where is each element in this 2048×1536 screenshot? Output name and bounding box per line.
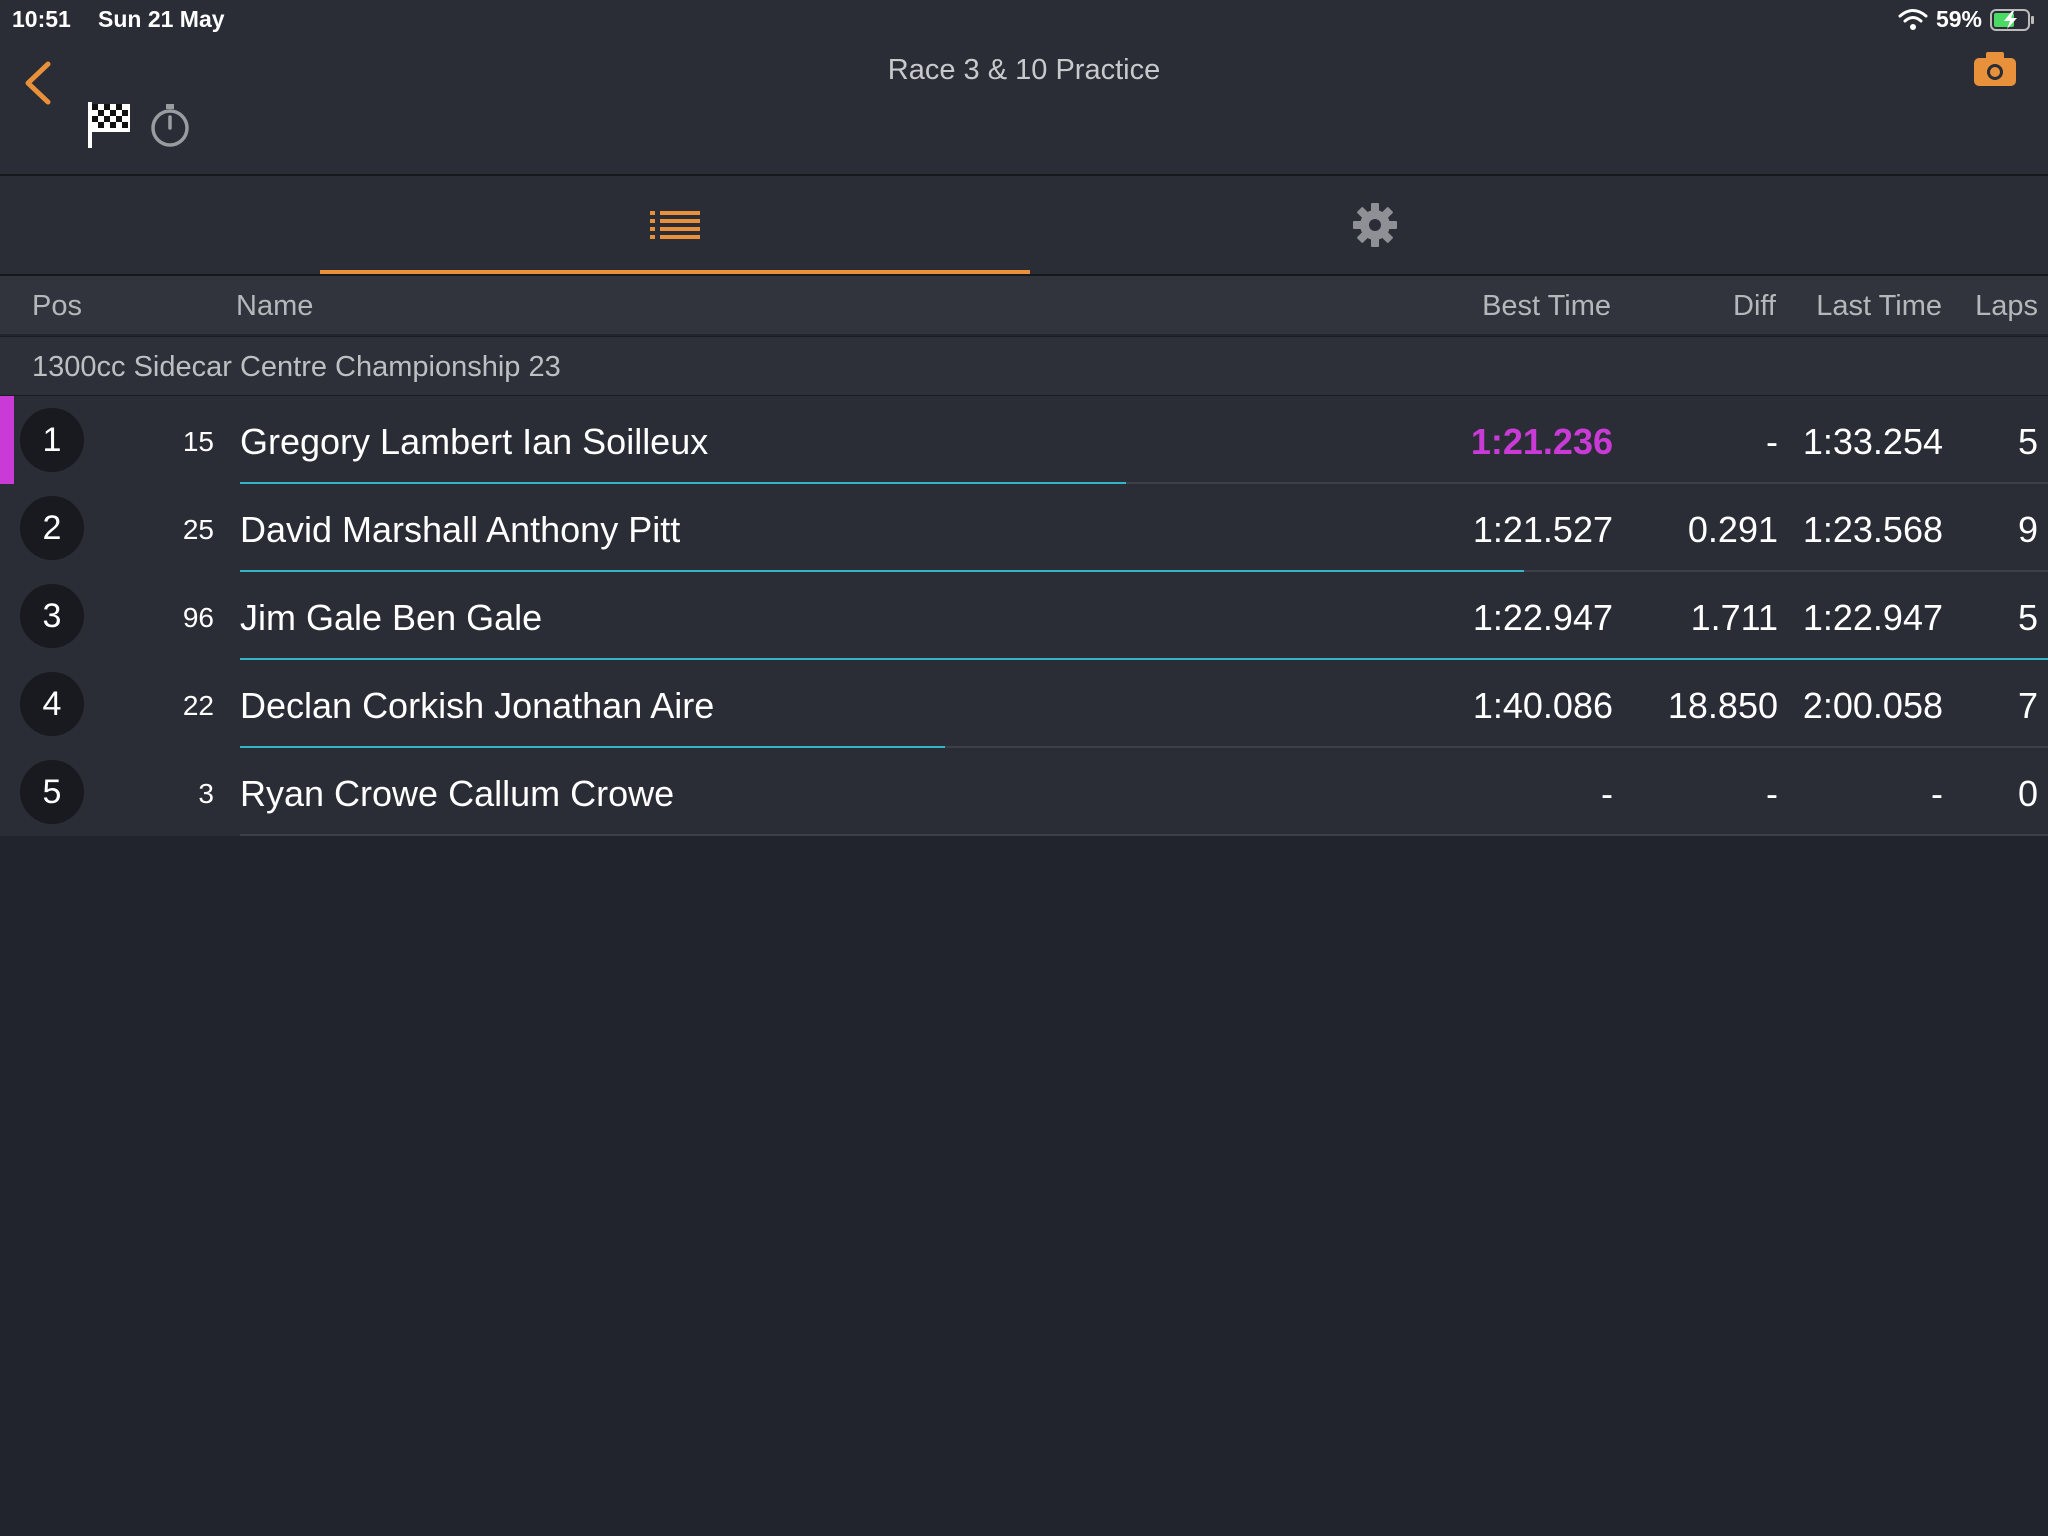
checkered-flag-icon — [88, 102, 130, 148]
race-number: 96 — [182, 602, 214, 633]
lap-progress-bar — [240, 570, 1524, 572]
laps-count: 9 — [2017, 509, 2038, 550]
row-divider — [240, 746, 2048, 748]
camera-icon — [1974, 52, 2016, 86]
last-time: - — [1931, 773, 1943, 814]
last-time: 1:23.568 — [1802, 509, 1943, 550]
position-badge: 3 — [20, 584, 84, 648]
class-group-label: 1300cc Sidecar Centre Championship 23 — [32, 351, 561, 383]
race-number: 3 — [198, 778, 214, 809]
row-divider — [240, 482, 2048, 484]
diff-time: 1.711 — [1690, 597, 1778, 638]
best-time: 1:21.527 — [1472, 509, 1613, 550]
race-number: 15 — [182, 426, 214, 457]
last-time: 1:33.254 — [1802, 421, 1943, 462]
best-time: 1:40.086 — [1472, 685, 1613, 726]
status-bar: 10:51 Sun 21 May 59% — [0, 0, 2048, 40]
table-row[interactable]: 2 25 David Marshall Anthony Pitt 1:21.52… — [0, 484, 2048, 572]
laps-count: 0 — [2017, 773, 2038, 814]
list-icon — [650, 211, 700, 239]
row-divider — [240, 834, 2048, 836]
col-laps[interactable]: Laps — [1975, 290, 2038, 322]
wifi-icon — [1898, 8, 1928, 30]
chevron-left-icon — [25, 61, 51, 105]
last-time: 1:22.947 — [1802, 597, 1943, 638]
diff-time: - — [1766, 421, 1778, 462]
best-time: 1:21.236 — [1470, 421, 1613, 462]
best-time: 1:22.947 — [1472, 597, 1613, 638]
competitor-name: Declan Corkish Jonathan Aire — [240, 685, 715, 726]
competitor-name: Jim Gale Ben Gale — [240, 597, 543, 638]
gear-icon — [1353, 203, 1397, 247]
col-best-time[interactable]: Best Time — [1482, 290, 1611, 322]
position-badge: 1 — [20, 408, 84, 472]
col-pos[interactable]: Pos — [32, 290, 82, 322]
laps-count: 5 — [2017, 421, 2038, 462]
stopwatch-button[interactable] — [148, 102, 192, 153]
competitor-name: Gregory Lambert Ian Soilleux — [240, 421, 709, 462]
position-badge: 4 — [20, 672, 84, 736]
table-row[interactable]: 3 96 Jim Gale Ben Gale 1:22.947 1.711 1:… — [0, 572, 2048, 660]
column-header: Pos Name Best Time Diff Last Time Laps — [0, 276, 2048, 334]
col-last-time[interactable]: Last Time — [1816, 290, 1942, 322]
laps-count: 5 — [2017, 597, 2038, 638]
laps-count: 7 — [2017, 685, 2038, 726]
status-right: 59% — [1898, 6, 2036, 33]
best-lap-marker — [0, 396, 14, 484]
position-badge: 2 — [20, 496, 84, 560]
battery-charging-icon — [1990, 8, 2034, 31]
lap-progress-bar — [240, 482, 1126, 484]
table-row[interactable]: 5 3 Ryan Crowe Callum Crowe - - - 0 — [0, 748, 2048, 836]
best-time: - — [1601, 773, 1613, 814]
flag-button[interactable] — [86, 100, 132, 155]
table-row[interactable]: 1 15 Gregory Lambert Ian Soilleux 1:21.2… — [0, 396, 2048, 484]
col-name[interactable]: Name — [236, 290, 314, 322]
back-button[interactable] — [18, 58, 58, 108]
race-number: 22 — [182, 690, 214, 721]
table-row[interactable]: 4 22 Declan Corkish Jonathan Aire 1:40.0… — [0, 660, 2048, 748]
race-number: 25 — [182, 514, 214, 545]
tab-active-indicator — [320, 270, 1030, 274]
competitor-name: Ryan Crowe Callum Crowe — [240, 773, 675, 814]
status-date: Sun 21 May — [98, 6, 225, 32]
tab-settings[interactable] — [1030, 176, 1720, 274]
tab-list[interactable] — [320, 176, 1030, 274]
diff-time: 18.850 — [1667, 685, 1778, 726]
nav-header: Race 3 & 10 Practice — [0, 0, 2048, 176]
competitor-name: David Marshall Anthony Pitt — [240, 509, 681, 550]
page-title: Race 3 & 10 Practice — [887, 54, 1161, 86]
camera-button[interactable] — [1972, 50, 2018, 93]
stopwatch-icon — [151, 104, 189, 147]
status-time: 10:51 — [12, 6, 71, 32]
lap-progress-bar — [240, 658, 2048, 660]
col-diff[interactable]: Diff — [1733, 290, 1776, 322]
position-badge: 5 — [20, 760, 84, 824]
class-group-header: 1300cc Sidecar Centre Championship 23 — [0, 336, 2048, 396]
results-table: 1 15 Gregory Lambert Ian Soilleux 1:21.2… — [0, 396, 2048, 836]
battery-percent: 59% — [1935, 6, 1982, 32]
diff-time: 0.291 — [1687, 509, 1778, 550]
diff-time: - — [1766, 773, 1778, 814]
lap-progress-bar — [240, 746, 945, 748]
view-tabs — [0, 176, 2048, 276]
last-time: 2:00.058 — [1802, 685, 1943, 726]
